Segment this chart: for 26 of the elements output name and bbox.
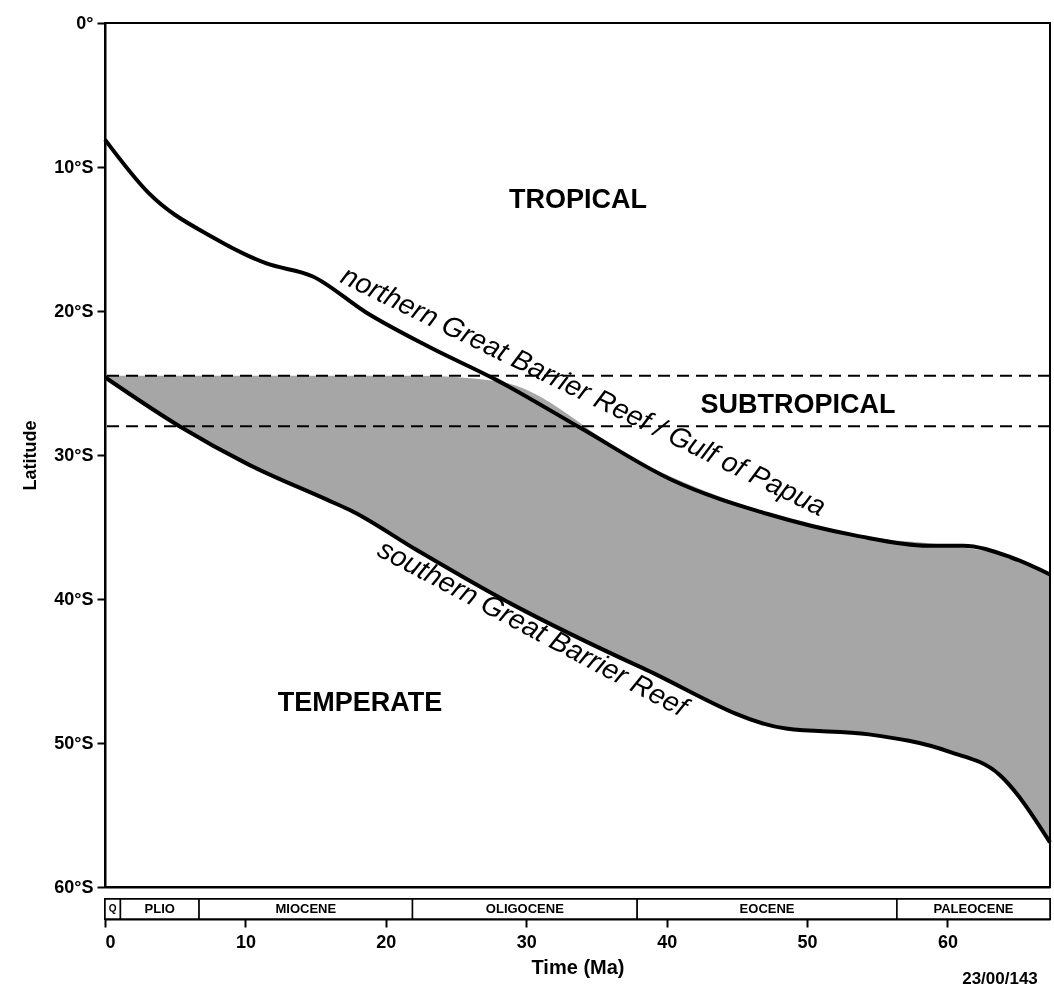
y-tick-label: 50°S xyxy=(54,732,94,753)
annotation: TROPICAL xyxy=(509,184,647,214)
series-label: EOCENE xyxy=(739,901,795,916)
x-tick-label: 0 xyxy=(105,931,116,952)
x-tick-label: 10 xyxy=(235,931,256,952)
series-label: MIOCENE xyxy=(275,901,337,916)
series-label: PALEOCENE xyxy=(933,901,1014,916)
annotation: SUBTROPICAL xyxy=(700,389,896,419)
y-tick-label: 0° xyxy=(76,12,94,33)
annotation: TEMPERATE xyxy=(277,687,443,717)
x-tick-label: 40 xyxy=(657,931,678,952)
series-label: OLIGOCENE xyxy=(485,901,565,916)
series-label: Q xyxy=(108,903,117,914)
text: 23/00/143 xyxy=(962,969,1038,988)
x-tick-label: 60 xyxy=(937,931,959,952)
x-axis-title: Time (Ma) xyxy=(531,955,625,978)
x-tick-label: 50 xyxy=(797,931,818,952)
series-label: PLIO xyxy=(144,901,175,916)
y-tick-label: 60°S xyxy=(54,876,94,897)
y-tick-label: 30°S xyxy=(54,444,94,465)
x-tick-label: 20 xyxy=(376,931,397,952)
y-tick-label: 20°S xyxy=(54,300,94,321)
x-tick-label: 30 xyxy=(516,931,537,952)
y-axis-title: Latitude xyxy=(20,420,41,491)
y-tick-label: 10°S xyxy=(54,156,94,177)
y-tick-label: 40°S xyxy=(54,588,94,609)
